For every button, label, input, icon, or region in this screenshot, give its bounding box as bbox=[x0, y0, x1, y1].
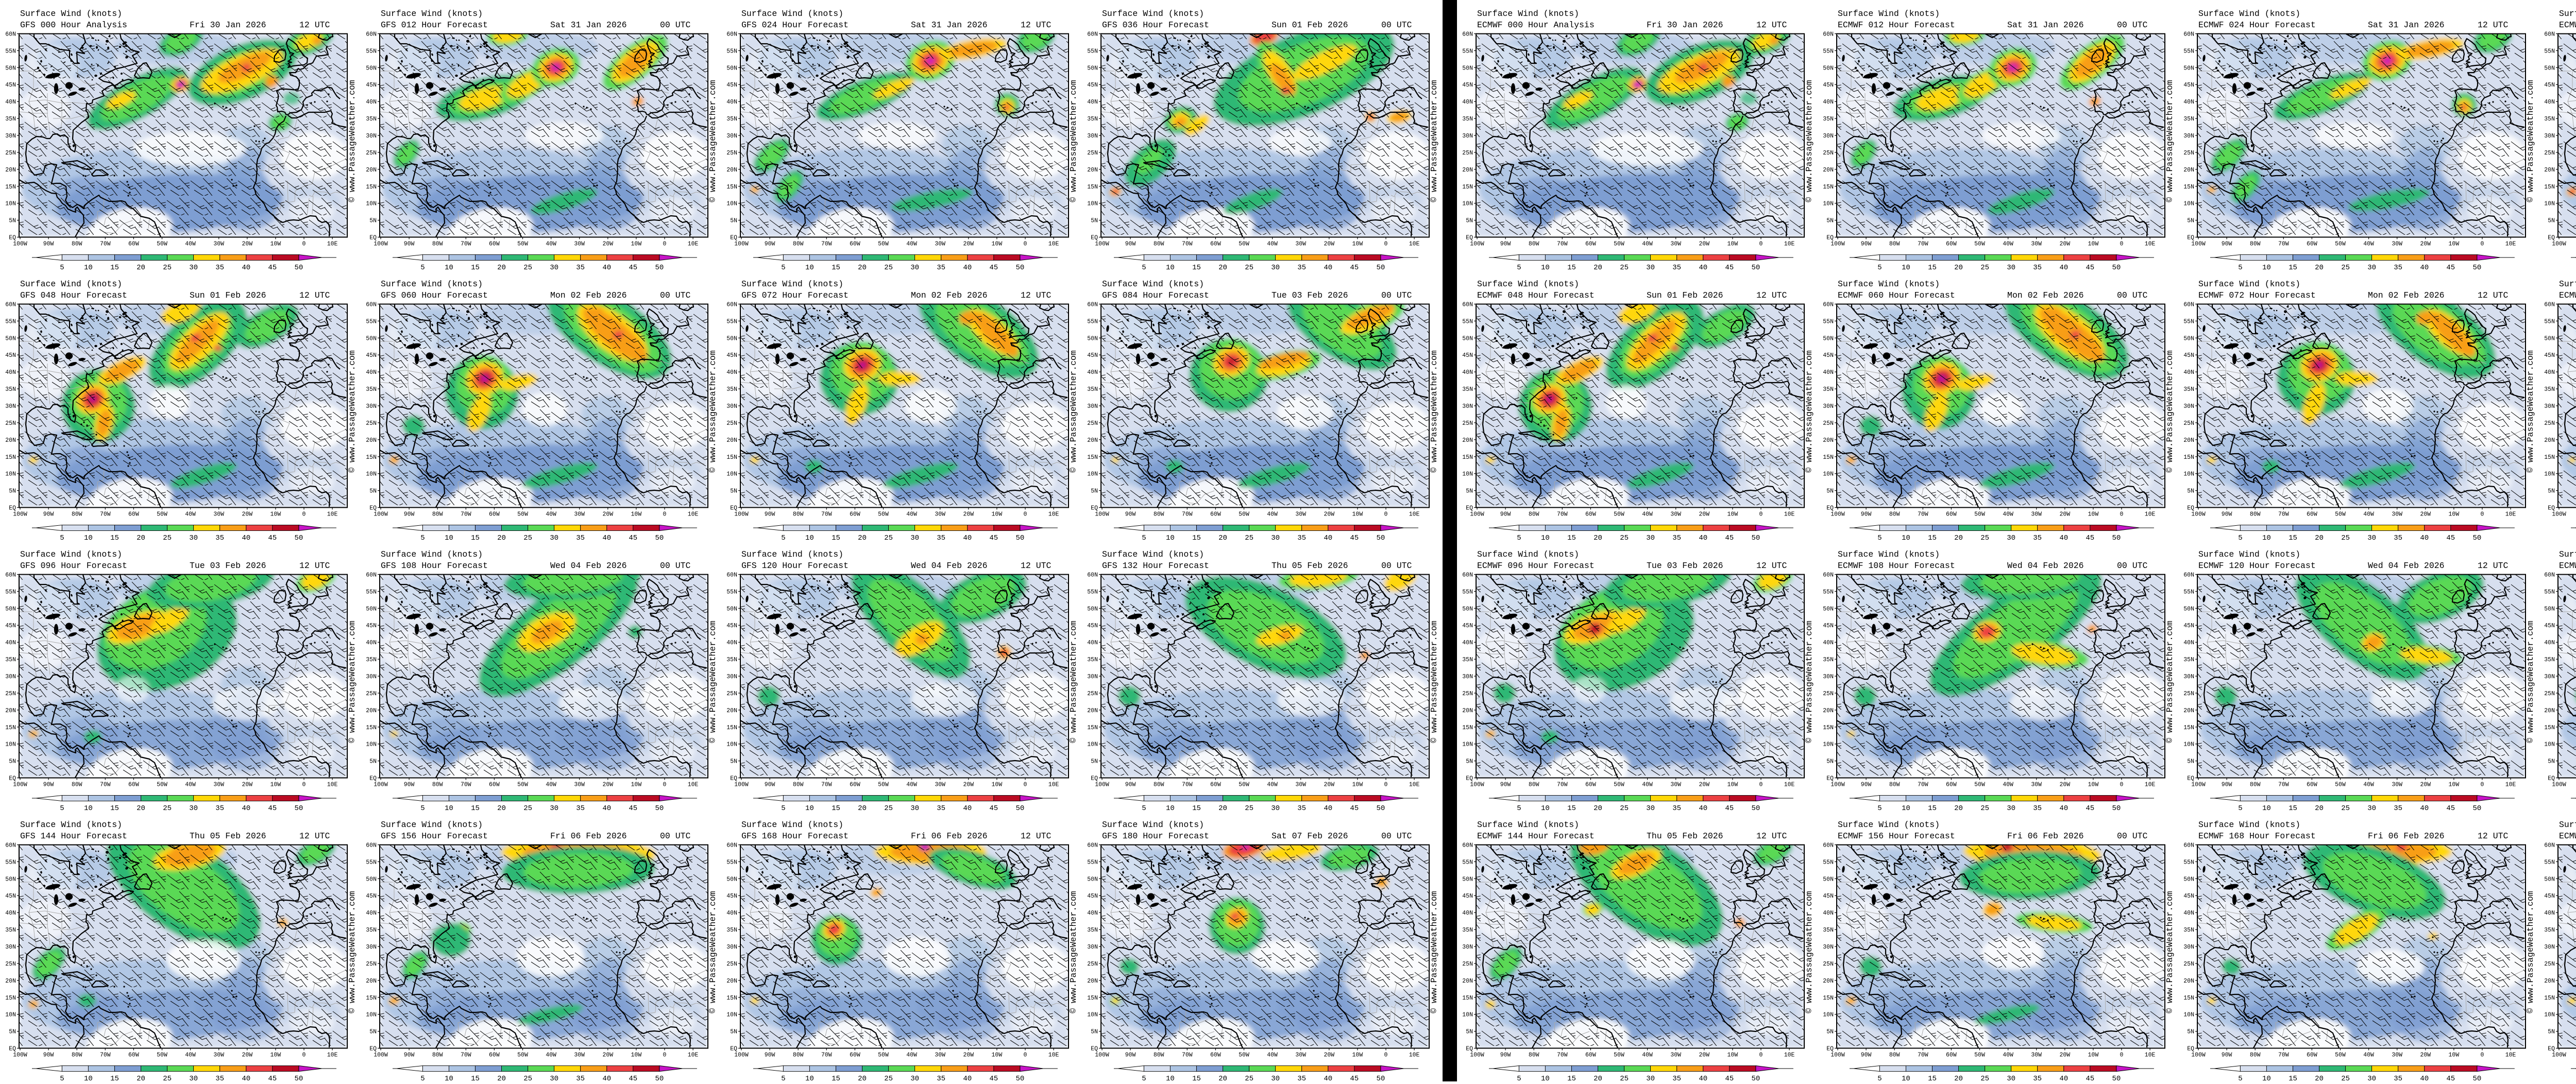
svg-text:GFS 060 Hour Forecast: GFS 060 Hour Forecast bbox=[381, 290, 488, 300]
svg-text:Fri 06 Feb 2026: Fri 06 Feb 2026 bbox=[2368, 831, 2445, 841]
svg-text:GFS 096 Hour Forecast: GFS 096 Hour Forecast bbox=[20, 561, 127, 571]
svg-text:ECMWF 132 Hour Forecast: ECMWF 132 Hour Forecast bbox=[2559, 561, 2576, 571]
svg-text:12 UTC: 12 UTC bbox=[1756, 20, 1787, 30]
svg-text:Thu 05 Feb 2026: Thu 05 Feb 2026 bbox=[1647, 831, 1723, 841]
svg-text:Sat 07 Feb 2026: Sat 07 Feb 2026 bbox=[1272, 831, 1348, 841]
svg-text:Wed 04 Feb 2026: Wed 04 Feb 2026 bbox=[550, 561, 627, 571]
svg-text:00 UTC: 00 UTC bbox=[1381, 290, 1412, 300]
svg-text:GFS 000 Hour Analysis: GFS 000 Hour Analysis bbox=[20, 20, 127, 30]
svg-text:12 UTC: 12 UTC bbox=[2478, 561, 2509, 571]
svg-text:GFS 036 Hour Forecast: GFS 036 Hour Forecast bbox=[1102, 20, 1209, 30]
svg-text:ECMWF 180 Hour Forecast: ECMWF 180 Hour Forecast bbox=[2559, 831, 2576, 841]
svg-text:Mon 02 Feb 2026: Mon 02 Feb 2026 bbox=[2368, 290, 2445, 300]
svg-text:Mon 02 Feb 2026: Mon 02 Feb 2026 bbox=[911, 290, 988, 300]
svg-text:GFS 012 Hour Forecast: GFS 012 Hour Forecast bbox=[381, 20, 488, 30]
svg-text:12 UTC: 12 UTC bbox=[299, 290, 330, 300]
svg-text:00 UTC: 00 UTC bbox=[2117, 290, 2148, 300]
svg-text:GFS 108 Hour Forecast: GFS 108 Hour Forecast bbox=[381, 561, 488, 571]
svg-text:00 UTC: 00 UTC bbox=[660, 290, 691, 300]
svg-text:Sat 31 Jan 2026: Sat 31 Jan 2026 bbox=[2007, 20, 2084, 30]
svg-text:12 UTC: 12 UTC bbox=[1021, 20, 1052, 30]
svg-text:GFS 168 Hour Forecast: GFS 168 Hour Forecast bbox=[741, 831, 849, 841]
svg-text:ECMWF 024 Hour Forecast: ECMWF 024 Hour Forecast bbox=[2198, 20, 2316, 30]
svg-text:GFS 048 Hour Forecast: GFS 048 Hour Forecast bbox=[20, 290, 127, 300]
svg-text:Fri 06 Feb 2026: Fri 06 Feb 2026 bbox=[2007, 831, 2084, 841]
svg-text:Tue 03 Feb 2026: Tue 03 Feb 2026 bbox=[1272, 290, 1348, 300]
svg-text:00 UTC: 00 UTC bbox=[1381, 20, 1412, 30]
svg-text:ECMWF 084 Hour Forecast: ECMWF 084 Hour Forecast bbox=[2559, 290, 2576, 300]
svg-text:ECMWF 096 Hour Forecast: ECMWF 096 Hour Forecast bbox=[1477, 561, 1595, 571]
svg-text:ECMWF 108 Hour Forecast: ECMWF 108 Hour Forecast bbox=[1838, 561, 1955, 571]
svg-text:Thu 05 Feb 2026: Thu 05 Feb 2026 bbox=[1272, 561, 1348, 571]
svg-text:12 UTC: 12 UTC bbox=[2478, 290, 2509, 300]
svg-text:ECMWF 000 Hour Analysis: ECMWF 000 Hour Analysis bbox=[1477, 20, 1595, 30]
svg-text:GFS 024 Hour Forecast: GFS 024 Hour Forecast bbox=[741, 20, 849, 30]
svg-text:GFS 072 Hour Forecast: GFS 072 Hour Forecast bbox=[741, 290, 849, 300]
svg-text:00 UTC: 00 UTC bbox=[660, 561, 691, 571]
svg-text:Thu 05 Feb 2026: Thu 05 Feb 2026 bbox=[190, 831, 266, 841]
svg-text:ECMWF 060 Hour Forecast: ECMWF 060 Hour Forecast bbox=[1838, 290, 1955, 300]
svg-text:12 UTC: 12 UTC bbox=[299, 561, 330, 571]
svg-text:12 UTC: 12 UTC bbox=[2478, 20, 2509, 30]
svg-text:GFS 084 Hour Forecast: GFS 084 Hour Forecast bbox=[1102, 290, 1209, 300]
svg-text:Tue 03 Feb 2026: Tue 03 Feb 2026 bbox=[1647, 561, 1723, 571]
svg-text:12 UTC: 12 UTC bbox=[1756, 290, 1787, 300]
svg-text:Sat 31 Jan 2026: Sat 31 Jan 2026 bbox=[2368, 20, 2445, 30]
svg-text:ECMWF 048 Hour Forecast: ECMWF 048 Hour Forecast bbox=[1477, 290, 1595, 300]
svg-text:Fri 30 Jan 2026: Fri 30 Jan 2026 bbox=[190, 20, 266, 30]
svg-text:Tue 03 Feb 2026: Tue 03 Feb 2026 bbox=[190, 561, 266, 571]
svg-text:GFS 156 Hour Forecast: GFS 156 Hour Forecast bbox=[381, 831, 488, 841]
svg-text:Fri 30 Jan 2026: Fri 30 Jan 2026 bbox=[1647, 20, 1723, 30]
svg-text:Sun 01 Feb 2026: Sun 01 Feb 2026 bbox=[1647, 290, 1723, 300]
svg-text:Wed 04 Feb 2026: Wed 04 Feb 2026 bbox=[911, 561, 988, 571]
svg-text:00 UTC: 00 UTC bbox=[2117, 561, 2148, 571]
svg-text:ECMWF 012 Hour Forecast: ECMWF 012 Hour Forecast bbox=[1838, 20, 1955, 30]
svg-text:GFS 180 Hour Forecast: GFS 180 Hour Forecast bbox=[1102, 831, 1209, 841]
svg-text:Mon 02 Feb 2026: Mon 02 Feb 2026 bbox=[2007, 290, 2084, 300]
svg-text:ECMWF 072 Hour Forecast: ECMWF 072 Hour Forecast bbox=[2198, 290, 2316, 300]
svg-text:00 UTC: 00 UTC bbox=[1381, 561, 1412, 571]
svg-text:GFS 120 Hour Forecast: GFS 120 Hour Forecast bbox=[741, 561, 849, 571]
svg-text:00 UTC: 00 UTC bbox=[660, 20, 691, 30]
svg-text:ECMWF 144 Hour Forecast: ECMWF 144 Hour Forecast bbox=[1477, 831, 1595, 841]
svg-text:ECMWF 120 Hour Forecast: ECMWF 120 Hour Forecast bbox=[2198, 561, 2316, 571]
svg-text:Wed 04 Feb 2026: Wed 04 Feb 2026 bbox=[2368, 561, 2445, 571]
svg-text:GFS 144 Hour Forecast: GFS 144 Hour Forecast bbox=[20, 831, 127, 841]
svg-text:12 UTC: 12 UTC bbox=[299, 831, 330, 841]
svg-text:Fri 06 Feb 2026: Fri 06 Feb 2026 bbox=[550, 831, 627, 841]
svg-text:Wed 04 Feb 2026: Wed 04 Feb 2026 bbox=[2007, 561, 2084, 571]
svg-text:Mon 02 Feb 2026: Mon 02 Feb 2026 bbox=[550, 290, 627, 300]
svg-text:Sun 01 Feb 2026: Sun 01 Feb 2026 bbox=[1272, 20, 1348, 30]
svg-text:Sat 31 Jan 2026: Sat 31 Jan 2026 bbox=[911, 20, 988, 30]
svg-text:12 UTC: 12 UTC bbox=[2478, 831, 2509, 841]
svg-text:12 UTC: 12 UTC bbox=[1021, 290, 1052, 300]
svg-text:12 UTC: 12 UTC bbox=[1756, 831, 1787, 841]
svg-text:00 UTC: 00 UTC bbox=[660, 831, 691, 841]
svg-text:ECMWF 036 Hour Forecast: ECMWF 036 Hour Forecast bbox=[2559, 20, 2576, 30]
svg-text:Fri 06 Feb 2026: Fri 06 Feb 2026 bbox=[911, 831, 988, 841]
svg-text:Sat 31 Jan 2026: Sat 31 Jan 2026 bbox=[550, 20, 627, 30]
svg-text:ECMWF 168 Hour Forecast: ECMWF 168 Hour Forecast bbox=[2198, 831, 2316, 841]
svg-text:12 UTC: 12 UTC bbox=[1021, 831, 1052, 841]
svg-text:12 UTC: 12 UTC bbox=[1756, 561, 1787, 571]
svg-text:12 UTC: 12 UTC bbox=[1021, 561, 1052, 571]
svg-text:ECMWF 156 Hour Forecast: ECMWF 156 Hour Forecast bbox=[1838, 831, 1955, 841]
svg-text:GFS 132 Hour Forecast: GFS 132 Hour Forecast bbox=[1102, 561, 1209, 571]
svg-text:00 UTC: 00 UTC bbox=[2117, 831, 2148, 841]
svg-text:00 UTC: 00 UTC bbox=[2117, 20, 2148, 30]
svg-text:00 UTC: 00 UTC bbox=[1381, 831, 1412, 841]
svg-text:12 UTC: 12 UTC bbox=[299, 20, 330, 30]
svg-text:Sun 01 Feb 2026: Sun 01 Feb 2026 bbox=[190, 290, 266, 300]
